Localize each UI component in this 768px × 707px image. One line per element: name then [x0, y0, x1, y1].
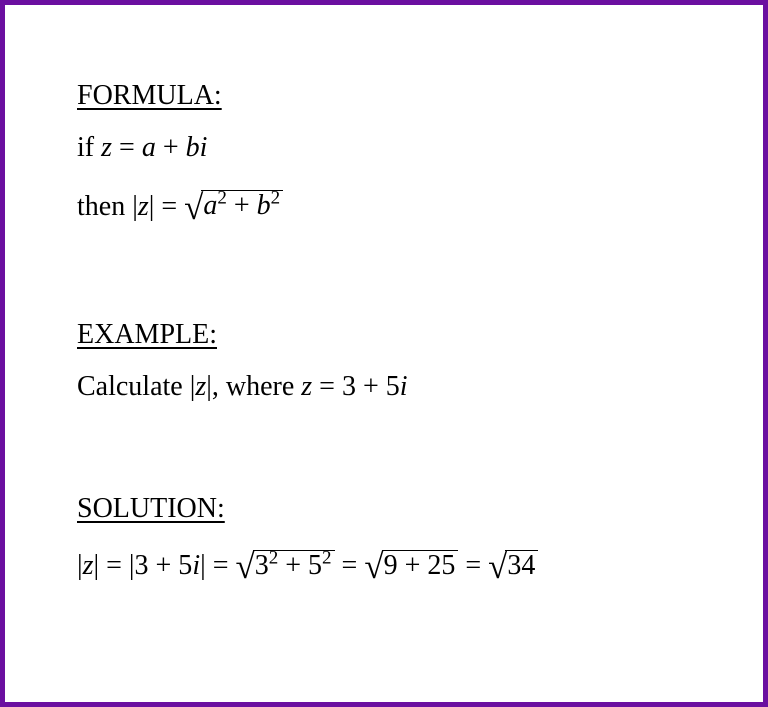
formula-heading: FORMULA:: [77, 80, 703, 112]
radicand: 32 + 52: [253, 550, 335, 582]
exp-2: 2: [269, 547, 279, 568]
sqrt-icon: √9 + 25: [364, 537, 458, 597]
text-eq: =: [112, 132, 142, 163]
var-z: z: [195, 371, 206, 402]
text-plus-5: + 5: [278, 550, 322, 581]
text-segment: | = |3 + 5: [94, 550, 193, 581]
text-eq: =: [458, 550, 488, 581]
var-z: z: [101, 132, 112, 163]
text-plus: +: [227, 190, 257, 221]
sqrt-icon: √a2 + b2: [184, 178, 283, 238]
var-z: z: [138, 190, 149, 221]
radicand: 9 + 25: [382, 550, 459, 582]
formula-section: FORMULA: if z = a + bi then |z| = √a2 + …: [77, 80, 703, 237]
text-calculate: Calculate |: [77, 371, 195, 402]
var-b: b: [186, 132, 200, 163]
text-then: then |: [77, 190, 138, 221]
example-heading: EXAMPLE:: [77, 319, 703, 351]
exp-2: 2: [322, 547, 332, 568]
solution-heading: SOLUTION:: [77, 493, 703, 525]
text-value: = 3 + 5: [312, 371, 400, 402]
var-a: a: [203, 190, 217, 221]
var-i: i: [200, 132, 208, 163]
var-a: a: [142, 132, 156, 163]
text-eq: | =: [149, 190, 184, 221]
var-z: z: [83, 550, 94, 581]
var-i: i: [400, 371, 408, 402]
var-z: z: [301, 371, 312, 402]
document-frame: FORMULA: if z = a + bi then |z| = √a2 + …: [0, 0, 768, 707]
solution-section: SOLUTION: |z| = |3 + 5i| = √32 + 52 = √9…: [77, 493, 703, 597]
exp-2: 2: [217, 188, 227, 209]
solution-line: |z| = |3 + 5i| = √32 + 52 = √9 + 25 = √3…: [77, 537, 703, 597]
text-eq: | =: [200, 550, 235, 581]
var-i: i: [192, 550, 200, 581]
sqrt-icon: √34: [488, 537, 538, 597]
example-section: EXAMPLE: Calculate |z|, where z = 3 + 5i: [77, 319, 703, 411]
example-line: Calculate |z|, where z = 3 + 5i: [77, 363, 703, 411]
text-plus: +: [156, 132, 186, 163]
var-b: b: [257, 190, 271, 221]
radicand: 34: [505, 550, 538, 582]
text-eq: =: [335, 550, 365, 581]
exp-2: 2: [271, 188, 281, 209]
formula-line-2: then |z| = √a2 + b2: [77, 178, 703, 238]
text-if: if: [77, 132, 101, 163]
radicand: a2 + b2: [201, 190, 283, 222]
text-where: |, where: [206, 371, 301, 402]
sqrt-icon: √32 + 52: [236, 537, 335, 597]
formula-line-1: if z = a + bi: [77, 124, 703, 172]
num-3: 3: [255, 550, 269, 581]
